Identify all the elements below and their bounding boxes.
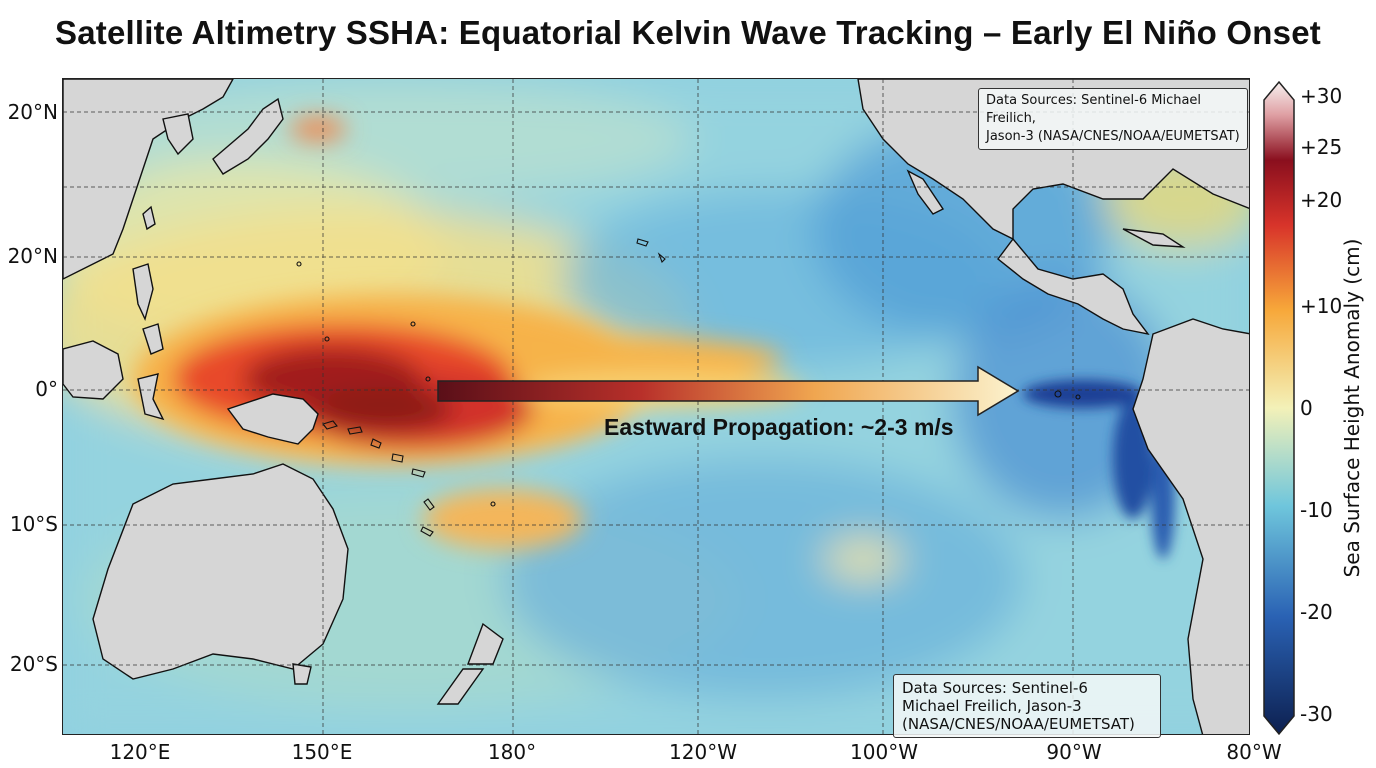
lon-label-120e: 120°E [109,740,171,764]
data-source-note-top: Data Sources: Sentinel-6 Michael Freilic… [978,88,1248,150]
colorbar-label: Sea Surface Height Anomaly (cm) [1340,238,1364,578]
lon-label-100w: 100°W [850,740,918,764]
cb-tick-20: +20 [1300,188,1343,212]
cb-tick-25: +25 [1300,135,1343,159]
lat-label-20n: 20°N [7,244,58,268]
map-canvas [63,79,1249,734]
cb-tick-minus30: -30 [1300,702,1333,726]
propagation-arrow [437,365,1020,417]
source-bottom-line2: Michael Freilich, Jason-3 [902,697,1082,715]
data-source-note-bottom: Data Sources: Sentinel-6 Michael Freilic… [893,674,1161,738]
islands [296,238,1081,537]
propagation-label: Eastward Propagation: ~2-3 m/s [604,414,954,440]
cb-tick-minus10: -10 [1300,498,1333,522]
lat-label-20s: 20°S [9,652,58,676]
cb-tick-minus20: -20 [1300,600,1333,624]
cb-tick-30: +30 [1300,84,1343,108]
lat-label-10s: 10°S [9,512,58,536]
lon-label-120w: 120°W [669,740,737,764]
lon-label-80w: 80°W [1226,740,1282,764]
source-top-line2: Jason-3 (NASA/CNES/NOAA/EUMETSAT) [986,129,1240,144]
source-bottom-line3: (NASA/CNES/NOAA/EUMETSAT) [902,715,1135,733]
colorbar [1263,80,1295,736]
lon-label-180: 180° [487,740,537,764]
cb-tick-0: 0 [1300,396,1313,420]
source-bottom-line1: Data Sources: Sentinel-6 [902,679,1088,697]
lon-label-150e: 150°E [291,740,353,764]
cb-tick-10: +10 [1300,294,1343,318]
source-top-line1: Data Sources: Sentinel-6 Michael Freilic… [986,93,1202,126]
lat-label-equator: 0° [35,377,58,401]
lon-label-90w: 90°W [1046,740,1102,764]
chart-title: Satellite Altimetry SSHA: Equatorial Kel… [55,14,1321,51]
lat-label-20n-upper: 20°N [7,100,58,124]
ssha-map[interactable] [62,78,1250,735]
colorbar-fill [1263,80,1295,736]
